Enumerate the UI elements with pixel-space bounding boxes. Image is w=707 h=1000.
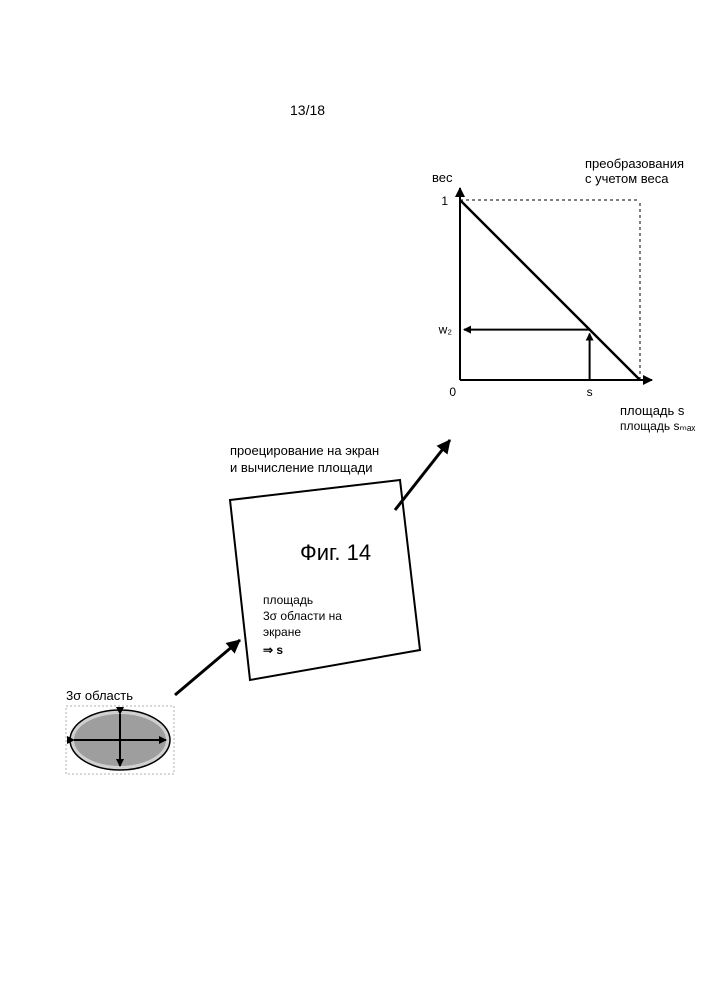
chart-y-label: вес: [432, 170, 453, 185]
chart-origin-0: 0: [449, 385, 456, 399]
chart-xtick-s: s: [587, 385, 593, 399]
page-number: 13/18: [290, 102, 325, 118]
arrow-quad-to-chart: [395, 440, 450, 510]
chart-ytick-w2: w₂: [438, 323, 453, 337]
quad-label-2: 3σ области на: [263, 609, 342, 623]
figure-label: Фиг. 14: [300, 540, 371, 565]
chart-x-axis-label-top: площадь s: [620, 403, 685, 418]
chart-diagonal: [460, 200, 640, 380]
quad-label-3: экране: [263, 625, 301, 639]
ellipse-label: 3σ область: [66, 688, 133, 703]
chart-xtick-smax: площадь sₘₐₓ: [620, 419, 695, 433]
chart-title-2: с учетом веса: [585, 171, 669, 186]
figure-canvas: 13/18 3σ область проецирование на экран и в…: [0, 0, 707, 1000]
quad-title-2: и вычисление площади: [230, 460, 373, 475]
quad-label-4: ⇒ s: [263, 643, 283, 657]
quad-title-1: проецирование на экран: [230, 443, 379, 458]
chart-ytick-1: 1: [441, 194, 448, 208]
quad-label-1: площадь: [263, 593, 313, 607]
arrow-ellipse-to-quad: [175, 640, 240, 695]
chart-title-1: преобразования: [585, 156, 684, 171]
projected-quad: [230, 480, 420, 680]
